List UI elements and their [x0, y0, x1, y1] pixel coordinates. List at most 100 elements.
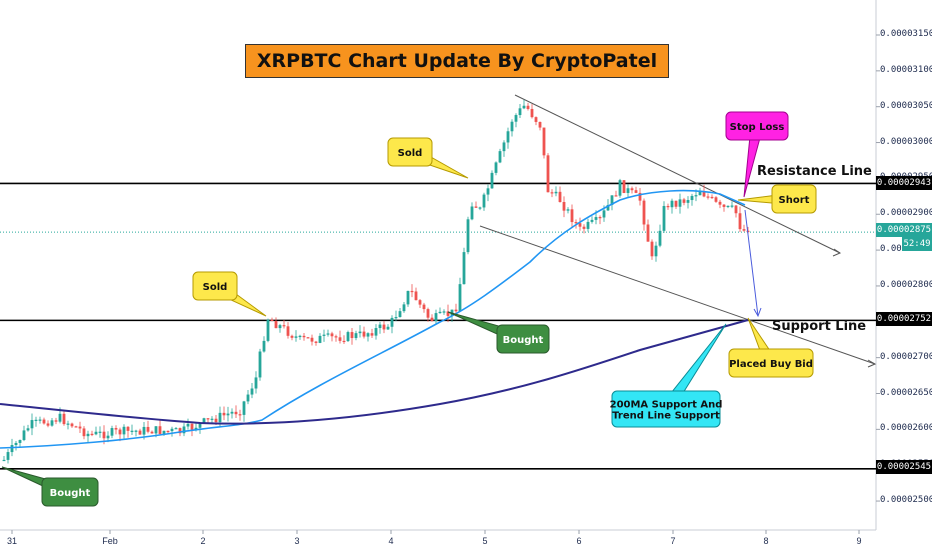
candle-body — [350, 332, 354, 339]
candle-body — [666, 205, 670, 208]
candle-body — [630, 188, 634, 191]
candle-body — [530, 108, 534, 118]
candle-body — [386, 326, 390, 330]
candle-body — [478, 207, 482, 209]
y-tick-label: 0.00002700 — [880, 351, 932, 362]
candle-body — [642, 200, 646, 225]
candle-body — [202, 418, 206, 423]
candle-body — [474, 206, 478, 208]
candle-body — [378, 324, 382, 329]
candle-body — [346, 332, 350, 342]
candle-body — [98, 431, 102, 433]
candle-body — [194, 427, 198, 430]
sold-callout-1: Sold — [387, 137, 469, 179]
candle-body — [742, 229, 746, 231]
candle-body — [354, 333, 358, 339]
candle-body — [50, 420, 54, 426]
candle-body — [158, 426, 162, 434]
candle-body — [142, 426, 146, 435]
candle-body — [614, 195, 618, 197]
candle-body — [694, 195, 698, 197]
candle-body — [382, 324, 386, 330]
candle-body — [734, 205, 738, 214]
candle-body — [706, 196, 710, 198]
candle-body — [486, 188, 490, 195]
candle-body — [126, 426, 130, 431]
candle-body — [10, 445, 14, 453]
candle-body — [86, 433, 90, 437]
candle-body — [458, 284, 462, 312]
projection-arrowhead — [753, 307, 762, 318]
candle-body — [638, 192, 642, 201]
candle-body — [566, 209, 570, 211]
candle-body — [538, 121, 542, 128]
candle-body — [662, 205, 666, 231]
candle-body — [574, 222, 578, 224]
candle-body — [14, 442, 18, 446]
candle-body — [310, 337, 314, 342]
ma200-support-callout-text: 200MA Support And — [610, 400, 723, 411]
candle-body — [182, 426, 186, 434]
candle-body — [54, 420, 58, 422]
candle-body — [402, 304, 406, 312]
candle-body — [658, 230, 662, 246]
candle-body — [394, 317, 398, 319]
candle-body — [170, 428, 174, 432]
sold-callout-2-box — [192, 271, 238, 301]
candle-body — [74, 426, 78, 428]
candle-body — [322, 334, 326, 336]
candle-body — [598, 217, 602, 219]
bought-callout-2-box — [41, 477, 99, 507]
candle-body — [174, 428, 178, 430]
placed-buy-bid-callout-text: Placed Buy Bid — [729, 359, 813, 370]
candle-body — [366, 333, 370, 337]
candle-body — [146, 426, 150, 432]
x-tick-label: 8 — [763, 536, 769, 546]
projection-line — [744, 209, 759, 317]
candle-body — [2, 459, 6, 462]
candle-body — [562, 202, 566, 211]
candle-body — [122, 426, 126, 435]
candle-body — [582, 226, 586, 229]
candle-body — [610, 195, 614, 205]
candle-body — [586, 221, 590, 229]
x-tick-label: 31 — [6, 536, 18, 546]
x-tick-label: 5 — [482, 536, 488, 546]
candle-body — [426, 309, 430, 318]
candle-body — [622, 180, 626, 193]
candle-body — [654, 245, 658, 257]
candle-body — [362, 331, 366, 337]
candle-body — [230, 411, 234, 414]
candle-body — [522, 105, 526, 109]
candle-body — [602, 210, 606, 218]
candle-body — [238, 414, 242, 416]
x-tick-label: 7 — [670, 536, 676, 546]
candle-body — [526, 105, 530, 109]
y-tick-label: 0.00002650 — [880, 387, 932, 398]
candle-body — [102, 431, 106, 439]
candle-body — [138, 430, 142, 435]
fast-ma-series — [0, 189, 746, 449]
candle-body — [242, 401, 246, 415]
candle-body — [342, 340, 346, 343]
candle-body — [66, 423, 70, 425]
x-tick-label: 6 — [576, 536, 582, 546]
candle-body — [294, 336, 298, 338]
candle-body — [686, 200, 690, 203]
candle-body — [414, 291, 418, 301]
candle-body — [206, 418, 210, 420]
slow-ma-200-series — [0, 319, 749, 425]
resistance-line-label: Resistance Line — [757, 164, 872, 179]
candle-body — [698, 191, 702, 196]
x-tick-label: 9 — [856, 536, 862, 546]
candle-body — [110, 428, 114, 436]
candle-body — [702, 191, 706, 197]
candle-body — [154, 426, 158, 434]
candle-body — [198, 422, 202, 428]
ma200-support-callout-text: Trend Line Support — [612, 411, 720, 422]
y-tick-label: 0.00002500 — [880, 495, 932, 506]
candle-body — [442, 311, 446, 313]
chart-title: XRPBTC Chart Update By CryptoPatel — [245, 44, 669, 78]
candle-body — [626, 188, 630, 193]
bought-callout-2-text: Bought — [50, 488, 91, 499]
